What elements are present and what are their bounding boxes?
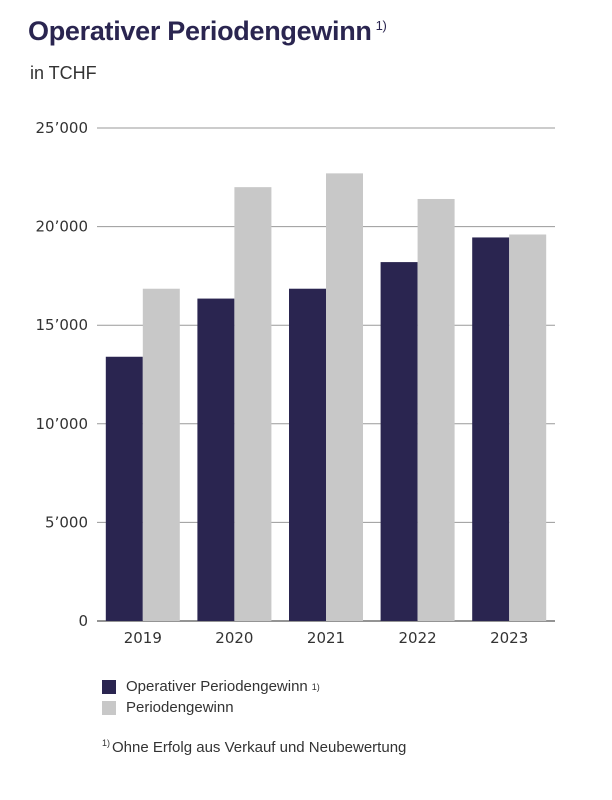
- x-tick-label: 2020: [215, 629, 253, 647]
- chart-title: Operativer Periodengewinn 1): [28, 16, 387, 47]
- bar-periodengewinn-2021: [326, 173, 363, 621]
- legend-swatch-periodengewinn: [102, 700, 116, 715]
- legend-item-periodengewinn: Periodengewinn: [102, 697, 320, 718]
- x-tick-label: 2022: [399, 629, 437, 647]
- title-footnote-mark: 1): [375, 18, 387, 33]
- chart-title-text: Operativer Periodengewinn: [28, 16, 372, 46]
- footnote: 1) Ohne Erfolg aus Verkauf und Neubewertu…: [102, 738, 406, 756]
- bar-periodengewinn-2019: [142, 288, 180, 621]
- footnote-mark: 1): [102, 738, 111, 748]
- legend: Operativer Periodengewinn 1) Periodengew…: [102, 676, 320, 718]
- bar-periodengewinn-2023: [509, 234, 547, 621]
- bar-operativer-2019: [105, 356, 143, 621]
- bar-operativer-2022: [380, 262, 418, 621]
- chart-subtitle: in TCHF: [30, 63, 97, 83]
- y-tick-label: 25’000: [36, 119, 89, 137]
- footnote-text: Ohne Erfolg aus Verkauf und Neubewertung: [112, 739, 407, 756]
- y-tick-label: 0: [78, 612, 88, 630]
- legend-footnote-mark: 1): [311, 681, 320, 692]
- bar-periodengewinn-2022: [417, 198, 455, 621]
- x-axis-ticks: 2019 2020 2021 2022 2023: [124, 629, 529, 647]
- bar-operativer-2020: [197, 298, 235, 621]
- y-tick-label: 15’000: [36, 316, 89, 334]
- legend-swatch-operativer: [102, 679, 116, 694]
- legend-label-operativer: Operativer Periodengewinn: [126, 678, 308, 695]
- y-tick-label: 10’000: [36, 415, 89, 433]
- y-axis-ticks: 0 5’000 10’000 15’000 20’000 25’000: [36, 119, 89, 630]
- legend-item-operativer: Operativer Periodengewinn 1): [102, 676, 320, 697]
- bars: [105, 173, 547, 622]
- y-tick-label: 20’000: [36, 218, 89, 236]
- x-tick-label: 2023: [490, 629, 528, 647]
- x-tick-label: 2021: [307, 629, 345, 647]
- bar-operativer-2023: [472, 237, 510, 622]
- y-tick-label: 5’000: [45, 513, 88, 531]
- legend-label-periodengewinn: Periodengewinn: [126, 699, 234, 716]
- bar-periodengewinn-2020: [234, 187, 272, 621]
- x-tick-label: 2019: [124, 629, 162, 647]
- bar-operativer-2021: [289, 288, 326, 621]
